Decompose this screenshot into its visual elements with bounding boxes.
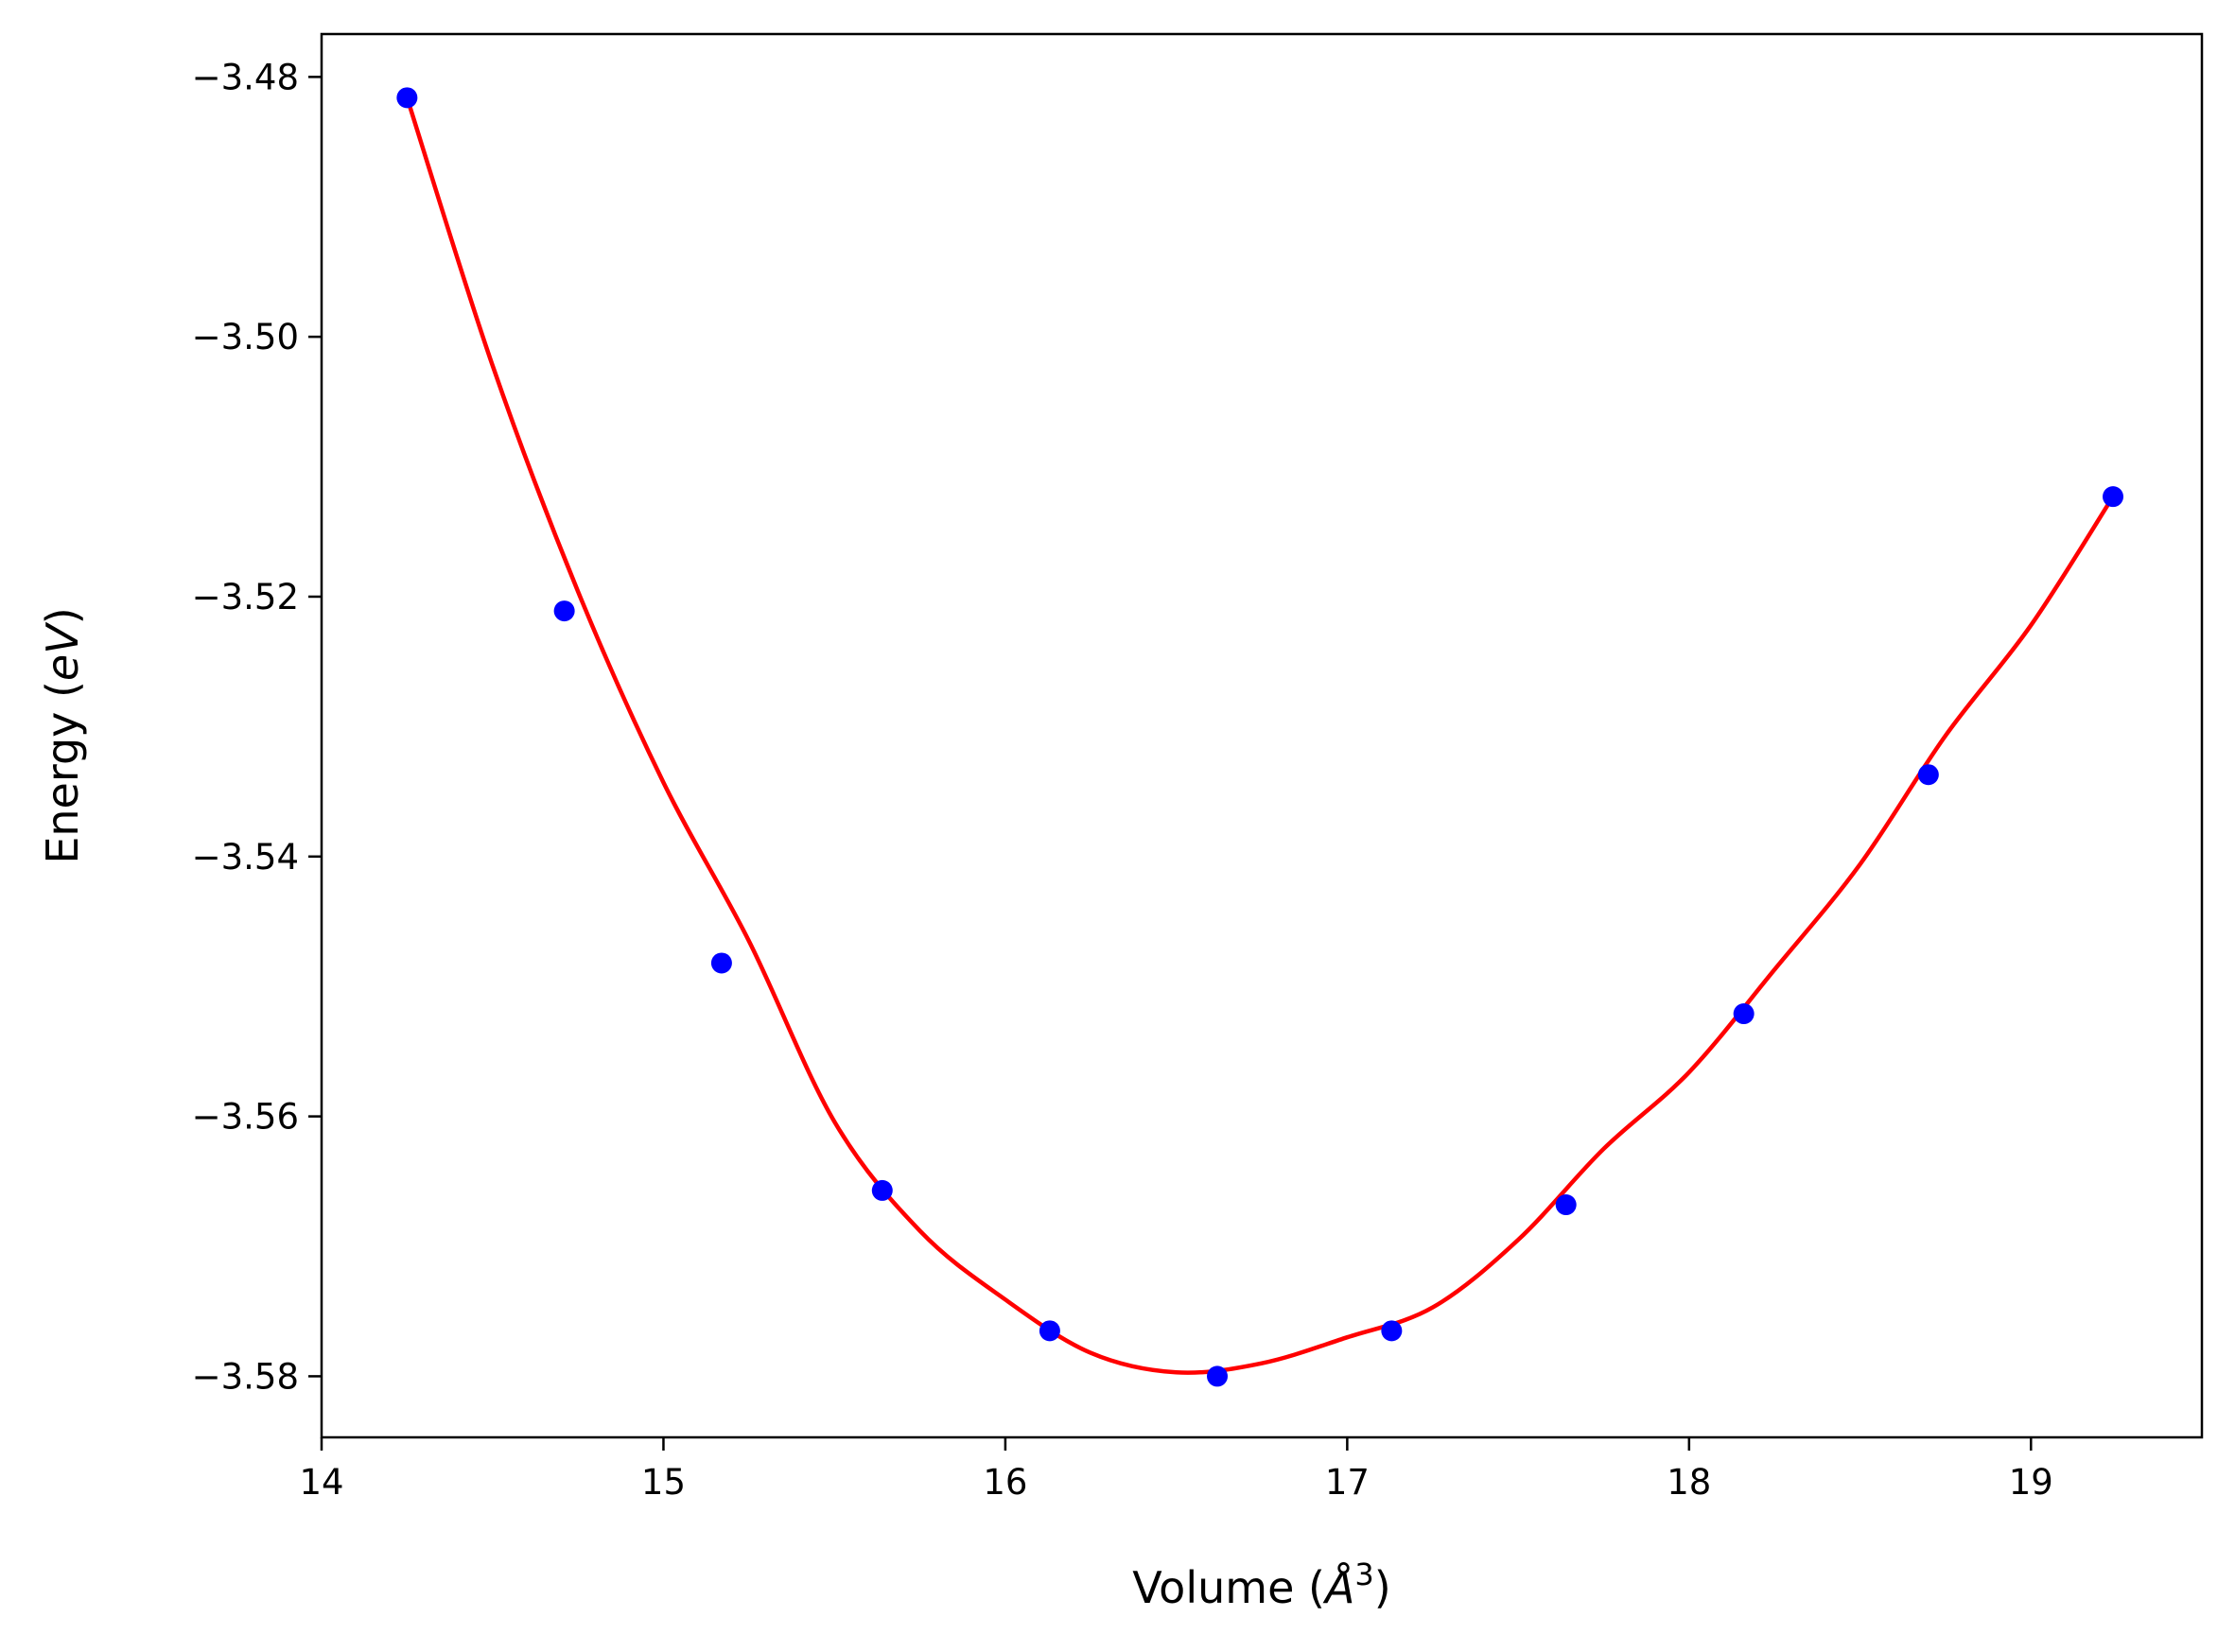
data-point <box>2103 486 2124 508</box>
x-tick-label: 15 <box>641 1462 686 1503</box>
x-axis-label-symbol: Å <box>1322 1562 1354 1613</box>
data-point <box>396 87 418 109</box>
data-point <box>710 952 732 974</box>
y-axis-label-prefix: Energy ( <box>37 681 88 864</box>
y-tick-label: −3.50 <box>192 317 299 357</box>
data-point <box>1207 1365 1229 1387</box>
x-axis-label-exponent: 3 <box>1354 1556 1373 1592</box>
x-axis: 14 15 16 17 18 19 <box>299 1437 2053 1503</box>
data-point <box>1381 1320 1403 1342</box>
x-tick-label: 17 <box>1325 1462 1370 1503</box>
x-axis-label-suffix: ) <box>1374 1562 1391 1613</box>
data-point <box>1917 764 1939 786</box>
y-tick-label: −3.48 <box>192 57 299 97</box>
x-axis-label-prefix: Volume ( <box>1132 1562 1325 1613</box>
y-tick-label: −3.54 <box>192 837 299 878</box>
axes-frame <box>320 32 2204 1439</box>
y-tick-label: −3.56 <box>192 1097 299 1138</box>
data-point <box>553 600 575 622</box>
x-tick-label: 14 <box>299 1462 343 1503</box>
y-tick-label: −3.52 <box>192 577 299 617</box>
y-axis-label-suffix: ) <box>37 607 88 624</box>
data-point <box>1555 1194 1577 1216</box>
y-axis-label-unit: eV <box>37 621 88 681</box>
data-point <box>1733 1003 1755 1025</box>
fit-curve-line <box>405 96 2115 1375</box>
data-point <box>871 1179 893 1201</box>
x-tick-label: 18 <box>1667 1462 1711 1503</box>
y-axis-label: Energy (eV) <box>37 607 88 863</box>
y-axis: −3.48 −3.50 −3.52 −3.54 −3.56 −3.58 <box>192 57 322 1397</box>
plot-area <box>396 87 2124 1387</box>
y-tick-label: −3.58 <box>192 1356 299 1397</box>
data-point <box>1039 1320 1060 1342</box>
x-tick-label: 19 <box>2009 1462 2053 1503</box>
x-tick-label: 16 <box>983 1462 1027 1503</box>
x-axis-label: Volume (Å3) <box>1132 1556 1390 1613</box>
